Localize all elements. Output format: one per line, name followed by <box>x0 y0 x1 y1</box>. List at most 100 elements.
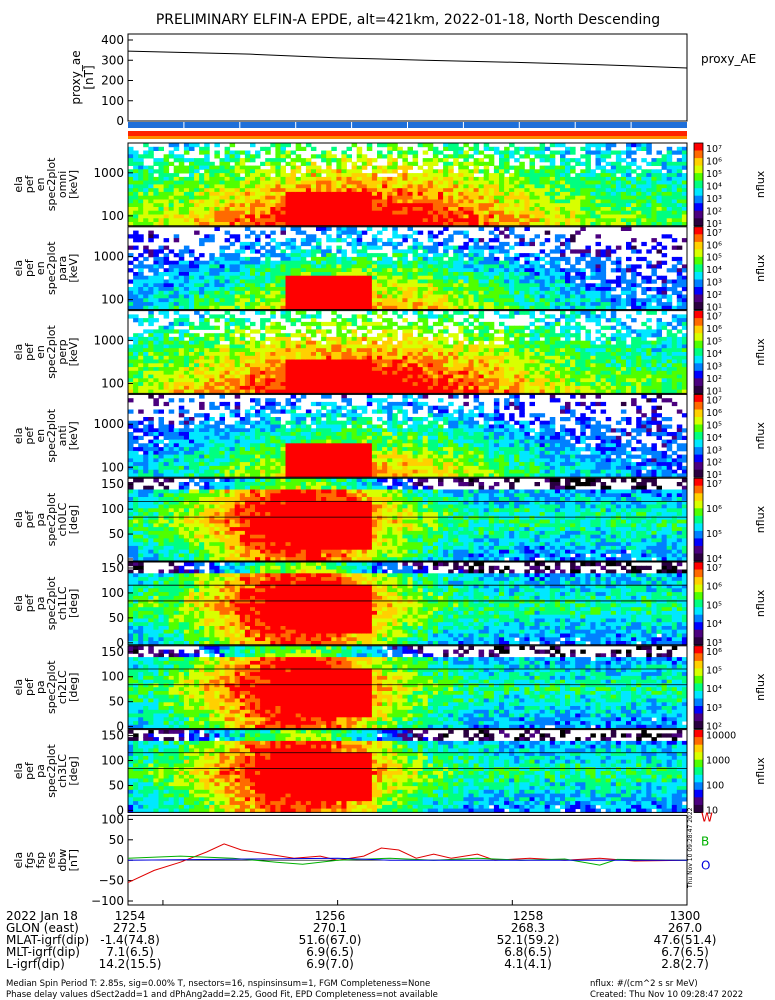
heatmap-cell <box>605 298 612 303</box>
heatmap-cell <box>163 348 170 353</box>
heatmap-cell <box>371 336 378 342</box>
heatmap-cell <box>666 298 673 303</box>
heatmap-cell <box>285 340 291 345</box>
heatmap-cell <box>504 199 510 204</box>
heatmap-cell <box>585 161 591 166</box>
heatmap-cell <box>326 344 332 349</box>
heatmap-cell <box>133 305 139 310</box>
heatmap-cell <box>346 382 352 387</box>
heatmap-cell <box>336 290 342 295</box>
heatmap-cell <box>148 333 154 338</box>
heatmap-cell <box>422 176 429 182</box>
heatmap-cell <box>549 188 556 193</box>
heatmap-cell <box>331 283 337 288</box>
heatmap-cell <box>321 344 327 349</box>
heatmap-cell <box>316 207 322 212</box>
heatmap-cell <box>244 218 251 223</box>
heatmap-cell <box>265 385 271 391</box>
heatmap-cell <box>427 210 434 215</box>
heatmap-cell <box>143 173 149 178</box>
heatmap-cell <box>356 234 363 239</box>
heatmap-cell <box>275 283 281 288</box>
heatmap-cell <box>493 210 500 215</box>
heatmap-cell <box>397 363 403 368</box>
heatmap-cell <box>493 305 500 310</box>
heatmap-cell <box>681 176 688 182</box>
heatmap-cell <box>443 287 449 292</box>
heatmap-cell <box>204 143 210 148</box>
heatmap-cell <box>382 329 388 334</box>
heatmap-cell <box>519 302 525 307</box>
heatmap-cell <box>600 249 607 254</box>
heatmap-cell <box>331 363 337 368</box>
heatmap-cell <box>570 207 576 212</box>
heatmap-cell <box>305 199 312 204</box>
heatmap-cell <box>290 241 297 247</box>
heatmap-cell <box>397 191 403 197</box>
heatmap-cell <box>153 264 159 269</box>
heatmap-cell <box>234 272 241 277</box>
heatmap-cell <box>504 210 510 215</box>
heatmap-cell <box>163 188 170 193</box>
heatmap-cell <box>305 279 312 284</box>
heatmap-cell <box>417 207 424 212</box>
heatmap-cell <box>204 222 210 227</box>
heatmap-cell <box>229 389 236 394</box>
heatmap-cell <box>382 355 388 360</box>
heatmap-cell <box>346 272 352 277</box>
heatmap-cell <box>392 161 398 166</box>
heatmap-cell <box>499 230 505 235</box>
heatmap-cell <box>331 367 337 372</box>
heatmap-cell <box>377 210 383 215</box>
heatmap-cell <box>234 355 241 360</box>
heatmap-cell <box>290 210 297 215</box>
heatmap-cell <box>570 199 576 204</box>
heatmap-cell <box>356 305 363 310</box>
heatmap-cell <box>321 333 327 338</box>
heatmap-cell <box>214 389 220 394</box>
heatmap-cell <box>204 210 210 215</box>
heatmap-cell <box>305 218 312 223</box>
heatmap-cell <box>158 367 164 372</box>
heatmap-cell <box>173 352 180 357</box>
heatmap-cell <box>163 161 170 166</box>
heatmap-cell <box>448 214 454 219</box>
heatmap-cell <box>402 310 408 315</box>
heatmap-cell <box>549 169 556 174</box>
heatmap-cell <box>199 318 205 323</box>
heatmap-cell <box>270 348 276 353</box>
heatmap-cell <box>453 146 459 151</box>
heatmap-cell <box>280 230 286 235</box>
heatmap-cell <box>468 191 474 197</box>
heatmap-cell <box>310 180 317 185</box>
heatmap-cell <box>234 222 241 227</box>
heatmap-cell <box>585 264 591 269</box>
colorbar-segment <box>694 173 703 182</box>
heatmap-cell <box>239 294 246 299</box>
heatmap-cell <box>671 214 678 219</box>
heatmap-cell <box>341 283 347 288</box>
heatmap-cell <box>646 199 652 204</box>
heatmap-cell <box>209 191 215 197</box>
heatmap-cell <box>473 245 480 250</box>
heatmap-cell <box>397 283 403 288</box>
heatmap-cell <box>148 329 154 334</box>
heatmap-cell <box>407 302 413 307</box>
heatmap-cell <box>244 150 251 155</box>
heatmap-cell <box>275 241 281 247</box>
heatmap-cell <box>366 207 373 212</box>
heatmap-cell <box>529 199 535 204</box>
heatmap-cell <box>468 195 474 200</box>
heatmap-cell <box>310 359 317 364</box>
heatmap-cell <box>651 294 657 299</box>
heatmap-cell <box>438 188 444 193</box>
heatmap-cell <box>326 238 332 243</box>
heatmap-cell <box>255 199 261 204</box>
ae-ylabel: [nT] <box>82 65 96 89</box>
heatmap-cell <box>407 226 413 231</box>
heatmap-cell <box>366 389 373 394</box>
heatmap-cell <box>290 199 297 204</box>
heatmap-cell <box>463 173 469 178</box>
heatmap-cell <box>427 305 434 310</box>
heatmap-cell <box>438 173 444 178</box>
